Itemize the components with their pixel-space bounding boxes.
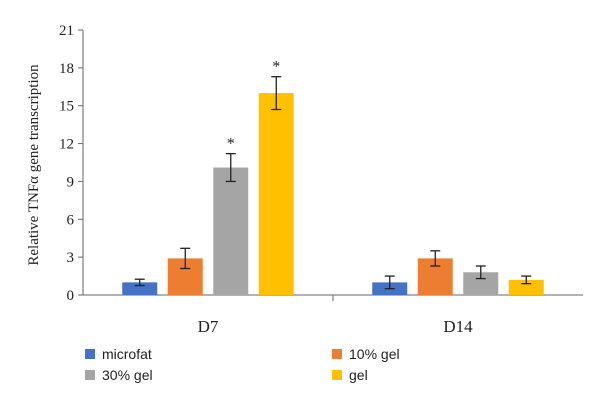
x-category-label: D7 [198,317,219,336]
legend-label: microfat [102,346,152,362]
legend-swatch [332,370,342,380]
legend: microfat 10% gel 30% gel gel [85,346,400,383]
x-category-label: D14 [443,317,473,336]
bars: ** [122,59,544,295]
axes: 0 3 6 9 12 15 18 21 D7 D14 [59,23,583,336]
legend-label: 30% gel [102,367,153,383]
y-tick-label: 9 [67,174,75,190]
y-axis-label: Relative TNFα gene transcription [26,64,42,266]
y-tick-label: 21 [59,23,74,39]
y-tick-label: 18 [59,61,74,77]
y-tick-label: 0 [67,288,75,304]
legend-swatch [332,349,342,359]
y-tick-label: 15 [59,99,74,115]
legend-label: 10% gel [349,346,400,362]
bar [508,279,544,295]
bar [122,282,158,295]
y-tick-label: 6 [67,212,75,228]
bar [463,272,499,295]
bar [258,93,294,295]
y-tick-label: 3 [67,250,75,266]
y-tick-label: 12 [59,137,74,153]
bar [213,167,249,295]
legend-swatch [85,370,95,380]
significance-marker: * [227,136,235,153]
significance-marker: * [272,59,280,76]
legend-swatch [85,349,95,359]
legend-label: gel [349,367,368,383]
